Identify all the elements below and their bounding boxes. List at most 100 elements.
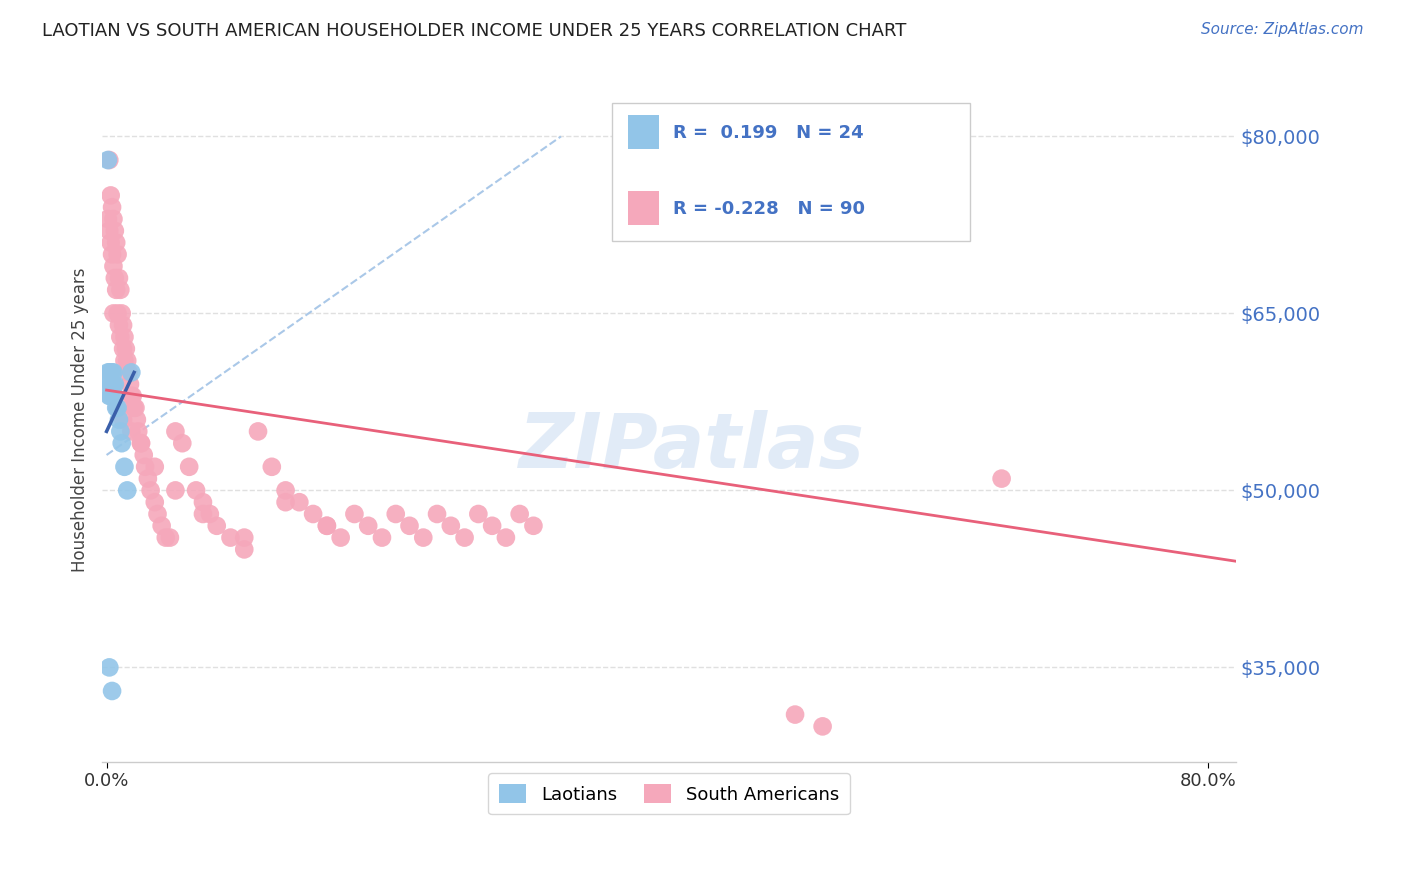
Point [110, 330, 132, 344]
Point [112, 318, 135, 333]
Point [100, 235, 122, 250]
Point [233, 531, 256, 545]
Point [426, 507, 449, 521]
Point [108, 318, 131, 333]
Point [98, 153, 121, 167]
Point [105, 235, 128, 250]
Point [127, 425, 149, 439]
Point [100, 377, 122, 392]
Point [105, 283, 128, 297]
Point [120, 389, 142, 403]
Point [98, 366, 121, 380]
Point [522, 518, 544, 533]
Y-axis label: Householder Income Under 25 years: Householder Income Under 25 years [72, 268, 89, 572]
Point [129, 436, 152, 450]
Point [811, 719, 834, 733]
Point [453, 531, 475, 545]
Point [205, 518, 228, 533]
Point [315, 518, 337, 533]
Point [97, 212, 120, 227]
Point [288, 495, 311, 509]
Point [191, 507, 214, 521]
Point [100, 389, 122, 403]
Point [111, 436, 134, 450]
Point [134, 459, 156, 474]
Point [104, 271, 127, 285]
Point [101, 684, 124, 698]
Point [108, 412, 131, 426]
Point [179, 459, 201, 474]
Point [219, 531, 242, 545]
Point [112, 412, 135, 426]
Point [108, 271, 131, 285]
Point [125, 412, 148, 426]
Point [104, 224, 127, 238]
Point [165, 425, 187, 439]
Point [371, 531, 394, 545]
Point [136, 472, 159, 486]
Point [97, 153, 120, 167]
Point [110, 425, 132, 439]
Point [129, 436, 152, 450]
Point [110, 283, 132, 297]
Point [155, 531, 177, 545]
Point [121, 389, 143, 403]
Point [481, 518, 503, 533]
Point [103, 377, 125, 392]
Text: ZIPatlas: ZIPatlas [519, 410, 865, 484]
Point [315, 518, 337, 533]
Point [184, 483, 207, 498]
Point [103, 306, 125, 320]
Point [146, 507, 169, 521]
Point [398, 518, 420, 533]
Point [114, 459, 136, 474]
Point [103, 366, 125, 380]
Point [143, 495, 166, 509]
Point [467, 507, 489, 521]
Point [103, 377, 125, 392]
Text: Source: ZipAtlas.com: Source: ZipAtlas.com [1201, 22, 1364, 37]
Point [103, 212, 125, 227]
Point [98, 660, 121, 674]
Point [115, 342, 138, 356]
Point [124, 401, 146, 415]
Point [97, 366, 120, 380]
Point [101, 200, 124, 214]
Point [274, 495, 297, 509]
Point [114, 330, 136, 344]
Point [98, 377, 121, 392]
Point [112, 342, 135, 356]
Point [412, 531, 434, 545]
Point [495, 531, 517, 545]
Point [118, 377, 141, 392]
Point [233, 542, 256, 557]
Point [191, 495, 214, 509]
Legend: Laotians, South Americans: Laotians, South Americans [488, 773, 849, 814]
Point [357, 518, 380, 533]
Point [104, 389, 127, 403]
Point [100, 188, 122, 202]
Point [143, 459, 166, 474]
Point [98, 389, 121, 403]
Point [105, 401, 128, 415]
Point [783, 707, 806, 722]
Point [172, 436, 194, 450]
Point [150, 518, 173, 533]
Text: R =  0.199   N = 24: R = 0.199 N = 24 [673, 124, 865, 142]
Point [990, 472, 1012, 486]
Point [274, 483, 297, 498]
Point [111, 306, 134, 320]
Point [115, 483, 138, 498]
Point [139, 483, 162, 498]
Point [120, 366, 142, 380]
Point [104, 377, 127, 392]
Point [101, 377, 124, 392]
Point [107, 247, 129, 261]
Text: LAOTIAN VS SOUTH AMERICAN HOUSEHOLDER INCOME UNDER 25 YEARS CORRELATION CHART: LAOTIAN VS SOUTH AMERICAN HOUSEHOLDER IN… [42, 22, 907, 40]
Point [122, 401, 145, 415]
Text: R = -0.228   N = 90: R = -0.228 N = 90 [673, 200, 866, 218]
Point [100, 366, 122, 380]
Point [107, 401, 129, 415]
Point [132, 448, 155, 462]
Point [100, 366, 122, 380]
